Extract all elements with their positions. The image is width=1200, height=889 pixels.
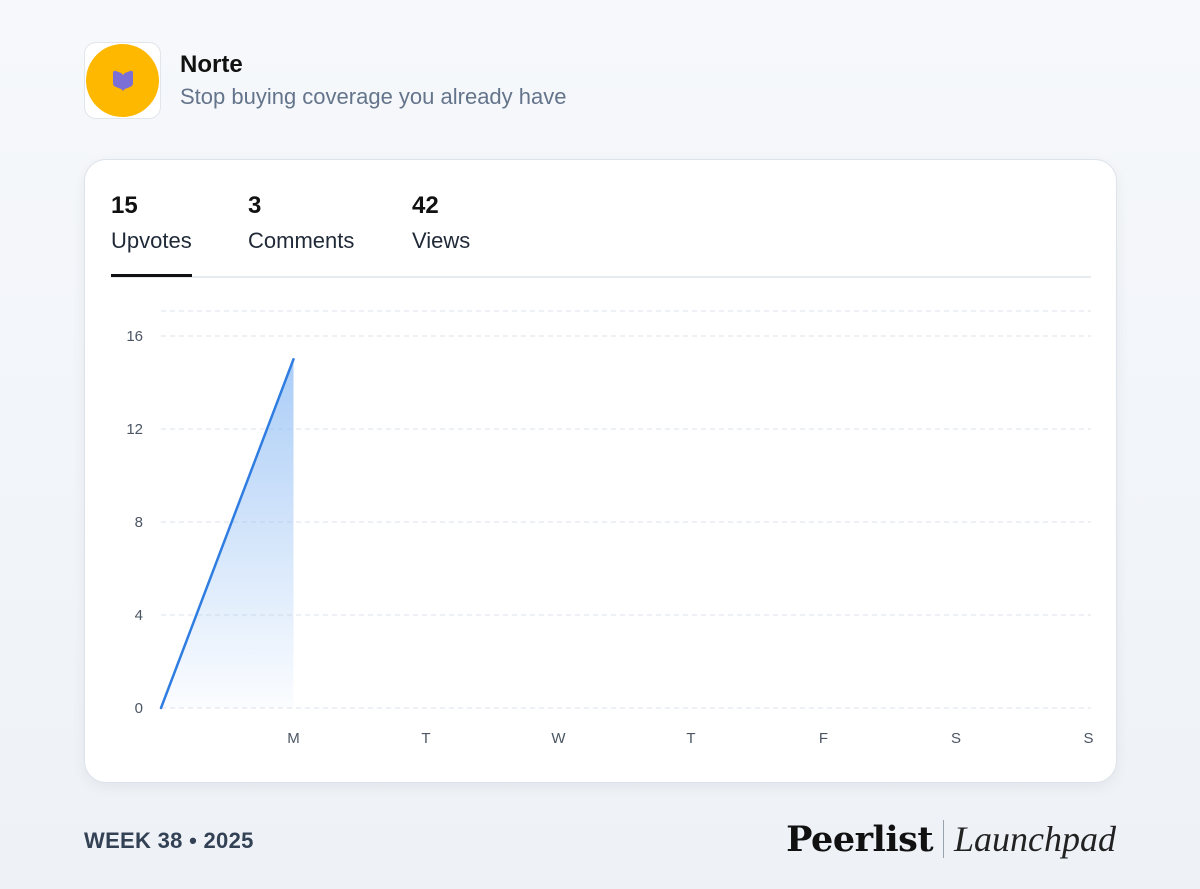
y-tick-label: 16 xyxy=(126,328,143,345)
tab-views[interactable]: 42 Views xyxy=(412,190,470,257)
product-logo xyxy=(84,42,161,119)
x-tick-label: T xyxy=(421,730,430,747)
week-label: WEEK 38 • 2025 xyxy=(84,828,254,853)
upvotes-chart: 0 4 8 12 16 M T W T F S S xyxy=(126,310,1094,747)
tab-upvotes[interactable]: 15 Upvotes xyxy=(111,190,192,277)
stats-tabs: 15 Upvotes 3 Comments 42 Views xyxy=(111,190,1091,278)
logo-badge xyxy=(86,44,159,117)
views-count: 42 xyxy=(412,192,439,219)
book-icon xyxy=(112,70,133,92)
x-tick-label: S xyxy=(1083,730,1093,747)
product-header: Norte Stop buying coverage you already h… xyxy=(84,42,566,119)
comments-count: 3 xyxy=(248,192,262,219)
x-tick-label: S xyxy=(951,730,961,747)
brand-name: Peerlist xyxy=(786,818,933,860)
brand-divider xyxy=(943,820,944,858)
upvotes-count: 15 xyxy=(111,192,138,219)
product-name: Norte xyxy=(180,50,243,78)
upvotes-label: Upvotes xyxy=(111,228,192,253)
x-tick-label: W xyxy=(551,730,566,747)
x-tick-label: M xyxy=(287,730,300,747)
views-label: Views xyxy=(412,228,471,253)
product-tagline: Stop buying coverage you already have xyxy=(180,83,567,109)
x-tick-label: F xyxy=(819,730,828,747)
x-tick-label: T xyxy=(686,730,695,747)
y-tick-label: 12 xyxy=(126,421,143,438)
brand-subtitle: Launchpad xyxy=(954,819,1116,859)
y-tick-label: 4 xyxy=(135,607,143,624)
y-tick-label: 0 xyxy=(135,700,143,717)
stats-card: 15 Upvotes 3 Comments 42 Views 0 4 8 12 16 M… xyxy=(84,159,1117,783)
tab-comments[interactable]: 3 Comments xyxy=(248,190,354,257)
comments-label: Comments xyxy=(248,228,355,253)
y-tick-label: 8 xyxy=(135,514,143,531)
brand-logo: Peerlist Launchpad xyxy=(786,818,1116,860)
series-line xyxy=(159,358,295,710)
